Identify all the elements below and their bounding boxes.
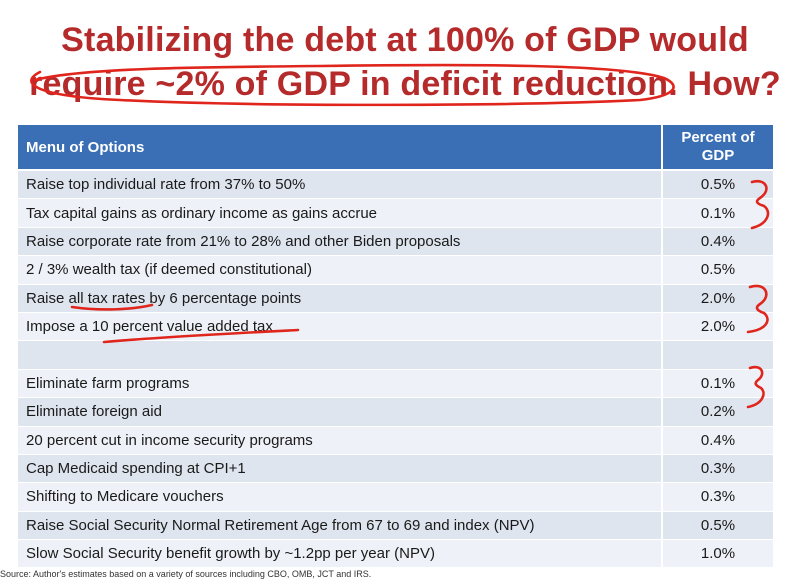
percent-cell: 0.1% — [662, 369, 773, 399]
option-cell: 20 percent cut in income security progra… — [18, 426, 663, 455]
table-row: Raise top individual rate from 37% to 50… — [18, 170, 773, 200]
table-row: Tax capital gains as ordinary income as … — [18, 198, 773, 228]
percent-cell: 0.4% — [662, 227, 773, 257]
table-row: Slow Social Security benefit growth by ~… — [18, 539, 773, 569]
option-cell — [18, 340, 663, 370]
percent-cell: 0.4% — [662, 426, 773, 455]
title-line-2: require ~2% of GDP in deficit reduction.… — [29, 65, 781, 103]
option-cell: Tax capital gains as ordinary income as … — [18, 198, 663, 228]
option-cell: Slow Social Security benefit growth by ~… — [18, 539, 663, 569]
percent-cell: 1.0% — [662, 539, 773, 569]
table-row: Eliminate foreign aid 0.2% — [18, 397, 773, 427]
options-table: Menu of Options Percent of GDP Raise top… — [18, 125, 773, 569]
table-row-spacer — [18, 340, 773, 370]
table-row: Raise corporate rate from 21% to 28% and… — [18, 227, 773, 257]
option-cell: Raise all tax rates by 6 percentage poin… — [18, 284, 663, 313]
percent-cell — [662, 340, 773, 370]
table-row: 20 percent cut in income security progra… — [18, 426, 773, 455]
table-row: Raise Social Security Normal Retirement … — [18, 511, 773, 541]
header-percent-line-2: GDP — [701, 147, 735, 164]
percent-cell: 0.3% — [662, 482, 773, 512]
table-row: Shifting to Medicare vouchers 0.3% — [18, 482, 773, 512]
option-cell: Raise top individual rate from 37% to 50… — [18, 170, 663, 200]
table-header-row: Menu of Options Percent of GDP — [18, 125, 773, 171]
percent-cell: 0.5% — [662, 255, 773, 285]
percent-cell: 0.5% — [662, 170, 773, 200]
table-row: Eliminate farm programs 0.1% — [18, 369, 773, 399]
slide-title: Stabilizing the debt at 100% of GDP woul… — [0, 18, 810, 106]
percent-cell: 0.3% — [662, 454, 773, 484]
option-cell: 2 / 3% wealth tax (if deemed constitutio… — [18, 255, 663, 285]
title-line-1: Stabilizing the debt at 100% of GDP woul… — [61, 21, 749, 59]
option-cell: Shifting to Medicare vouchers — [18, 482, 663, 512]
source-note: Source: Author's estimates based on a va… — [0, 569, 372, 579]
table-row: Raise all tax rates by 6 percentage poin… — [18, 284, 773, 313]
percent-cell: 2.0% — [662, 284, 773, 313]
table-row: 2 / 3% wealth tax (if deemed constitutio… — [18, 255, 773, 285]
header-percent-of-gdp: Percent of GDP — [662, 125, 773, 171]
header-percent-line-1: Percent of — [681, 129, 755, 146]
percent-cell: 2.0% — [662, 312, 773, 342]
header-menu-of-options: Menu of Options — [18, 125, 663, 171]
option-cell: Raise corporate rate from 21% to 28% and… — [18, 227, 663, 257]
table-row: Cap Medicaid spending at CPI+1 0.3% — [18, 454, 773, 484]
percent-cell: 0.5% — [662, 511, 773, 541]
option-cell: Impose a 10 percent value added tax — [18, 312, 663, 342]
option-cell: Raise Social Security Normal Retirement … — [18, 511, 663, 541]
table-row: Impose a 10 percent value added tax 2.0% — [18, 312, 773, 342]
option-cell: Eliminate farm programs — [18, 369, 663, 399]
percent-cell: 0.2% — [662, 397, 773, 427]
percent-cell: 0.1% — [662, 198, 773, 228]
option-cell: Cap Medicaid spending at CPI+1 — [18, 454, 663, 484]
option-cell: Eliminate foreign aid — [18, 397, 663, 427]
